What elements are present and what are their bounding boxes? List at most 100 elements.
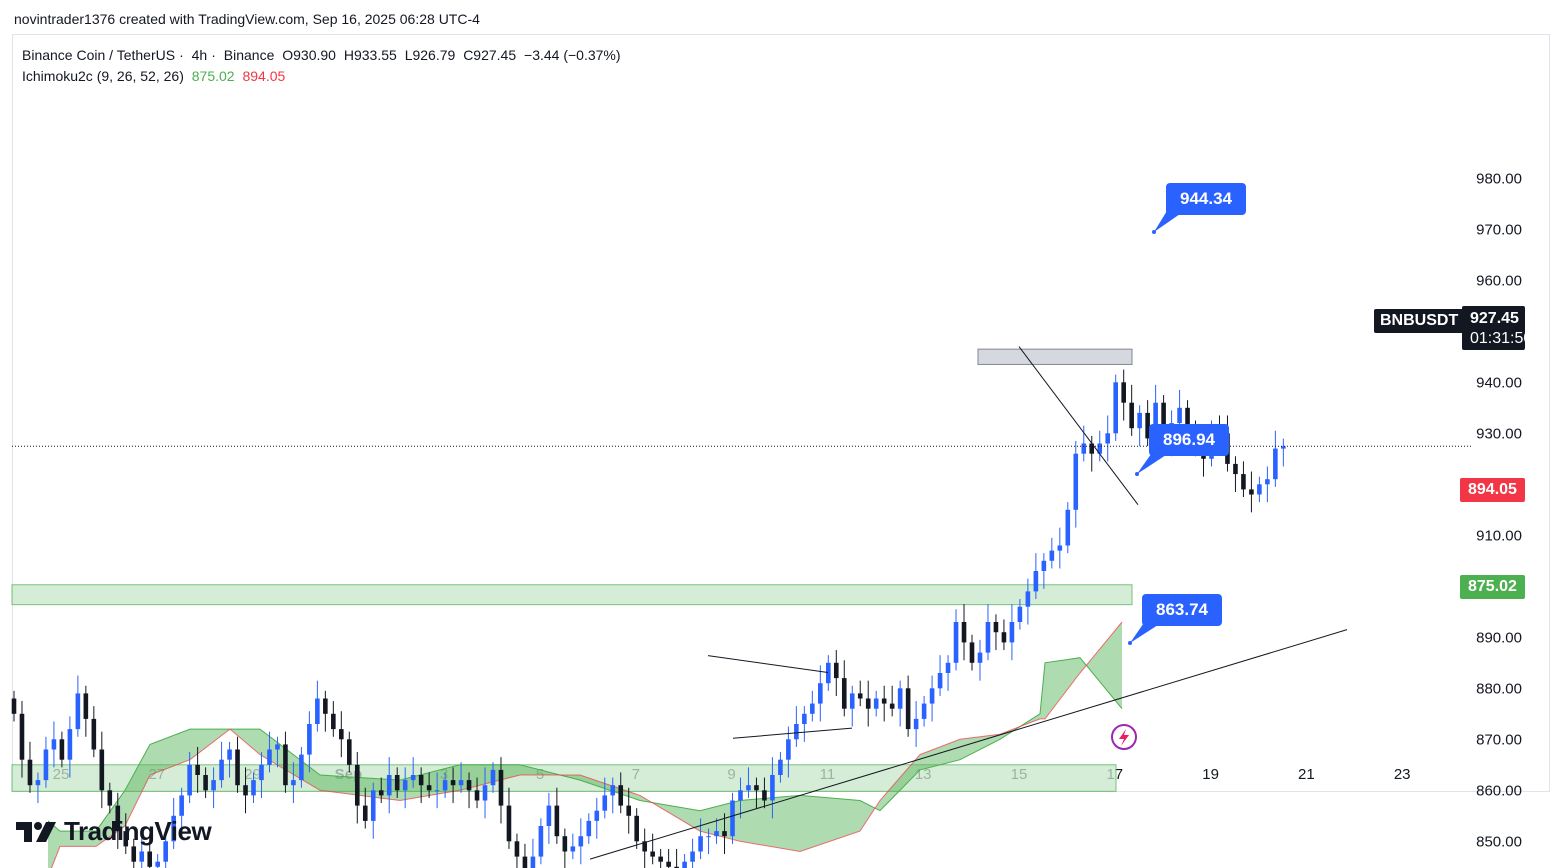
candle-body — [818, 683, 823, 704]
candle-body — [362, 805, 368, 821]
candle-body — [418, 775, 424, 786]
callout-support-lower[interactable]: 863.74 — [1142, 594, 1222, 626]
candle-body — [1161, 402, 1166, 439]
candle-body — [123, 831, 129, 847]
candle-body — [131, 846, 137, 862]
candle-body — [307, 724, 312, 755]
candle-body — [594, 810, 600, 821]
candle-body — [219, 759, 224, 781]
candle-body — [1073, 453, 1079, 510]
candle-body — [115, 805, 121, 832]
ichimoku-span-b — [50, 621, 1123, 868]
legend-ohlc-line: Binance Coin / TetherUS · 4h · Binance O93… — [22, 47, 621, 63]
legend-low: L926.79 — [404, 47, 456, 63]
candle-body — [618, 785, 624, 806]
symbol-tag: BNBUSDT — [1374, 309, 1465, 333]
candle-body — [187, 764, 192, 796]
candle-body — [410, 775, 416, 781]
last-price-tag: 927.45 — [1462, 306, 1525, 350]
candle-body — [650, 851, 655, 857]
candle-body — [51, 739, 57, 750]
candle-body — [203, 775, 208, 791]
candle-body — [1009, 622, 1015, 643]
indicator-name: Ichimoku2c (9, 26, 52, 26) — [22, 68, 184, 84]
candle-body — [945, 662, 951, 673]
candle-body — [794, 724, 799, 740]
candle-body — [107, 790, 113, 806]
legend-timeframe: 4h — [191, 47, 208, 63]
candle-body — [450, 780, 456, 786]
candle-body — [754, 785, 759, 791]
candle-body — [602, 795, 608, 811]
candle-body — [841, 678, 847, 709]
candle-body — [562, 836, 568, 852]
candle-body — [1089, 443, 1095, 454]
candle-body — [1145, 412, 1150, 439]
callout-support-upper[interactable]: 896.94 — [1149, 424, 1229, 456]
y-tick-label: 940.00 — [1476, 374, 1522, 391]
candle-body — [889, 703, 895, 709]
candle-body — [323, 698, 328, 714]
candle-body — [993, 622, 999, 633]
candle-body — [929, 688, 935, 704]
price-zone — [11, 584, 1133, 606]
candle-body — [626, 805, 632, 816]
candle-body — [283, 744, 288, 786]
candle-body — [1057, 545, 1063, 551]
candle-body — [75, 693, 81, 730]
candle-body — [1281, 446, 1286, 449]
candle-body — [570, 846, 576, 852]
candle-body — [786, 739, 791, 760]
y-tick-label: 880.00 — [1476, 680, 1522, 697]
candle-body — [235, 749, 240, 786]
candle-body — [690, 851, 695, 862]
candle-body — [171, 815, 176, 842]
candle-body — [985, 622, 991, 653]
candle-body — [1065, 509, 1071, 546]
tradingview-logo-text: TradingView — [64, 816, 212, 846]
callout-resistance[interactable]: 944.34 — [1166, 183, 1246, 215]
candle-body — [913, 718, 919, 730]
candle-body — [466, 780, 472, 791]
candle-body — [722, 831, 727, 837]
candle-body — [514, 841, 520, 857]
x-tick-label: 23 — [1394, 766, 1411, 783]
y-tick-label: 930.00 — [1476, 425, 1522, 442]
candle-body — [738, 790, 743, 801]
callout-anchor-dot — [1135, 472, 1139, 476]
bar-countdown: 01:31:50 — [1470, 330, 1533, 347]
candle-body — [139, 851, 145, 862]
legend-exchange: Binance — [223, 47, 275, 63]
candle-body — [698, 836, 703, 852]
candle-body — [43, 749, 49, 781]
ichimoku-cloud — [48, 622, 1122, 868]
candle-body — [1001, 632, 1007, 643]
candle-body — [67, 729, 73, 760]
candle-body — [1033, 571, 1039, 592]
replay-flash-bolt — [1119, 729, 1129, 746]
candle-body — [833, 662, 839, 679]
candle-body — [27, 759, 33, 786]
candle-body — [746, 785, 751, 791]
candle-body — [714, 831, 719, 837]
candle-body — [969, 642, 975, 663]
y-tick-label: 910.00 — [1476, 527, 1522, 544]
tradingview-logo[interactable]: TradingView — [16, 816, 212, 847]
candle-body — [666, 861, 671, 867]
candle-body — [275, 744, 280, 750]
candle-body — [243, 785, 248, 796]
candle-body — [674, 866, 679, 868]
candle-body — [937, 673, 943, 689]
y-tick-label: 870.00 — [1476, 731, 1522, 748]
candle-body — [770, 775, 775, 801]
pennant-lower-line — [732, 727, 853, 739]
candle-body — [1137, 412, 1142, 429]
candle-body — [1041, 560, 1047, 571]
candle-body — [267, 749, 272, 765]
candle-body — [810, 703, 815, 714]
candle-body — [730, 800, 735, 837]
candle-body — [961, 622, 967, 643]
candle-body — [1233, 463, 1238, 475]
candle-body — [474, 790, 480, 801]
